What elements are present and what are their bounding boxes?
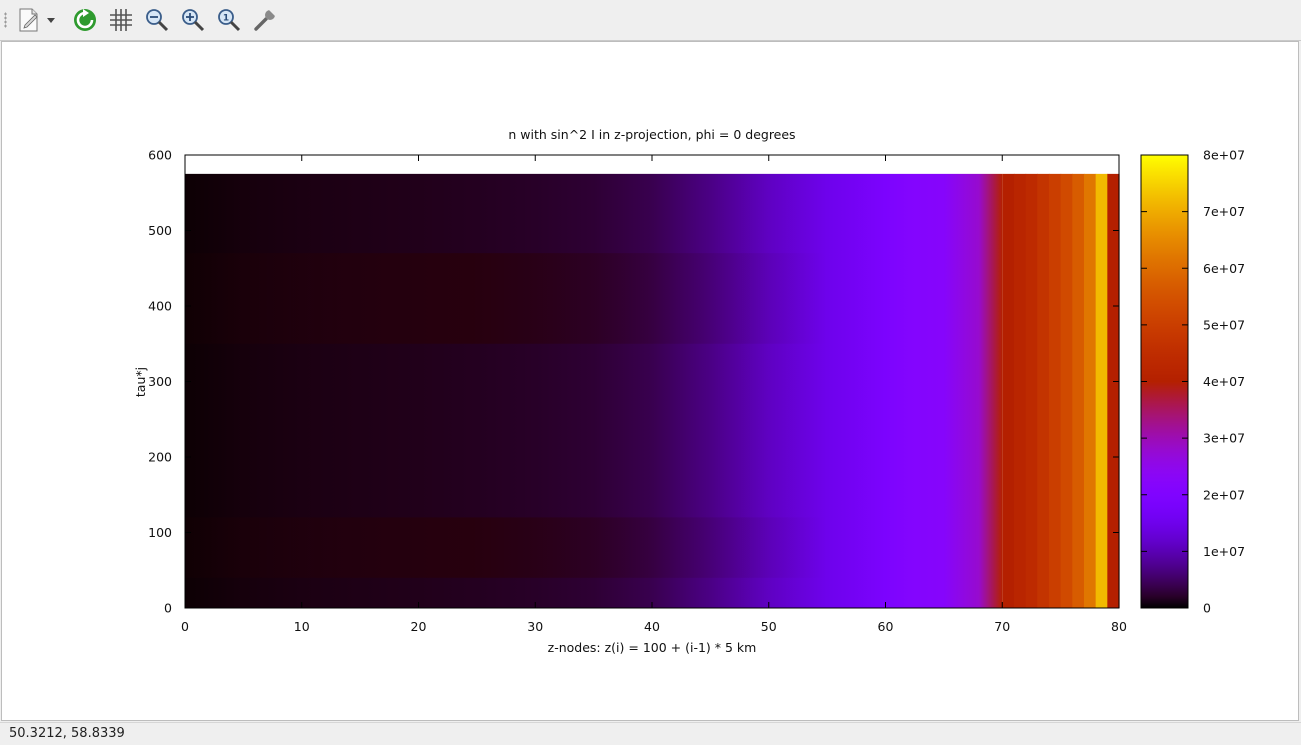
colorbar-tick-label: 4e+07 (1203, 374, 1245, 389)
heatmap-column (1048, 173, 1062, 608)
cursor-coordinates: 50.3212, 58.8339 (9, 726, 125, 741)
colorbar-tick-label: 7e+07 (1203, 204, 1245, 219)
x-tick-label: 30 (527, 619, 543, 634)
replot-icon[interactable] (70, 5, 100, 35)
heatmap-chart: n with sin^2 I in z-projection, phi = 0 … (133, 127, 1245, 655)
chart-title: n with sin^2 I in z-projection, phi = 0 … (508, 127, 795, 142)
x-tick-label: 10 (294, 619, 310, 634)
heatmap-column (1095, 173, 1108, 608)
heatmap-band (185, 253, 828, 344)
x-tick-label: 70 (994, 619, 1010, 634)
heatmap-column (1083, 173, 1097, 608)
x-tick-label: 50 (761, 619, 777, 634)
x-tick-label: 60 (878, 619, 894, 634)
y-axis-label: tau*j (133, 367, 148, 397)
colorbar-tick-label: 1e+07 (1203, 544, 1245, 559)
x-tick-label: 80 (1111, 619, 1127, 634)
heatmap-column (1002, 173, 1015, 608)
colorbar-gradient (1140, 154, 1189, 609)
heatmap-column (1072, 173, 1085, 608)
y-tick-label: 600 (148, 148, 172, 163)
export-icon[interactable] (14, 5, 44, 35)
heatmap-column (1025, 173, 1038, 608)
colorbar-ticks: 0 1e+07 2e+07 3e+07 4e+07 5e+07 6e+07 7e+07 8e+0… (1141, 148, 1245, 616)
colorbar: 0 1e+07 2e+07 3e+07 4e+07 5e+07 6e+07 7e+07 8e+0… (1140, 148, 1245, 616)
heatmap-band (185, 517, 828, 578)
y-tick-label: 0 (164, 601, 172, 616)
y-tick-label: 100 (148, 525, 172, 540)
colorbar-tick-label: 8e+07 (1203, 148, 1245, 163)
toolbar: 1 (0, 0, 1301, 41)
zoom-reset-icon[interactable]: 1 (214, 5, 244, 35)
grid-icon[interactable] (106, 5, 136, 35)
colorbar-tick-label: 3e+07 (1203, 431, 1245, 446)
heatmap-column (1037, 173, 1050, 608)
toolbar-grip[interactable] (4, 12, 7, 28)
y-axis: 0 100 200 300 400 500 600 (148, 148, 1119, 616)
zoom-out-icon[interactable] (142, 5, 172, 35)
colorbar-tick-label: 2e+07 (1203, 487, 1245, 502)
x-tick-label: 20 (411, 619, 427, 634)
y-tick-label: 200 (148, 450, 172, 465)
y-tick-label: 500 (148, 223, 172, 238)
y-tick-label: 300 (148, 374, 172, 389)
heatmap-column (1107, 173, 1120, 608)
y-tick-label: 400 (148, 299, 172, 314)
settings-wrench-icon[interactable] (250, 5, 280, 35)
heatmap-column (1060, 173, 1073, 608)
status-bar: 50.3212, 58.8339 (0, 722, 1301, 745)
x-axis: 0 10 20 30 40 50 60 70 80 (181, 155, 1127, 634)
x-tick-label: 0 (181, 619, 189, 634)
zoom-in-icon[interactable] (178, 5, 208, 35)
x-axis-label: z-nodes: z(i) = 100 + (i-1) * 5 km (548, 640, 757, 655)
colorbar-tick-label: 6e+07 (1203, 261, 1245, 276)
plot-area[interactable]: n with sin^2 I in z-projection, phi = 0 … (1, 41, 1299, 721)
svg-text:1: 1 (223, 14, 229, 24)
colorbar-tick-label: 5e+07 (1203, 317, 1245, 332)
colorbar-tick-label: 0 (1203, 601, 1211, 616)
dropdown-arrow-icon[interactable] (44, 5, 58, 35)
x-tick-label: 40 (644, 619, 660, 634)
heatmap-layer (185, 173, 1120, 608)
heatmap-column (1013, 173, 1027, 608)
